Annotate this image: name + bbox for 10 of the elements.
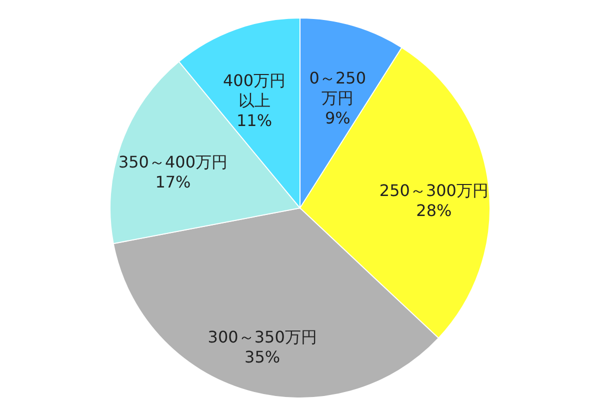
slice-label: 300～350万円 <box>208 328 317 347</box>
data-label: 28% <box>416 201 452 220</box>
data-label: 35% <box>244 348 280 367</box>
slice-label: 350～400万円 <box>118 152 228 172</box>
data-label: 11% <box>236 110 272 130</box>
data-label: 9% <box>324 108 350 128</box>
slice-label: 400万円以上 <box>222 70 286 110</box>
data-label: 17% <box>155 172 191 192</box>
slice-label: 0～250万円 <box>309 68 366 108</box>
slice-label: 250～300万円 <box>379 181 488 200</box>
